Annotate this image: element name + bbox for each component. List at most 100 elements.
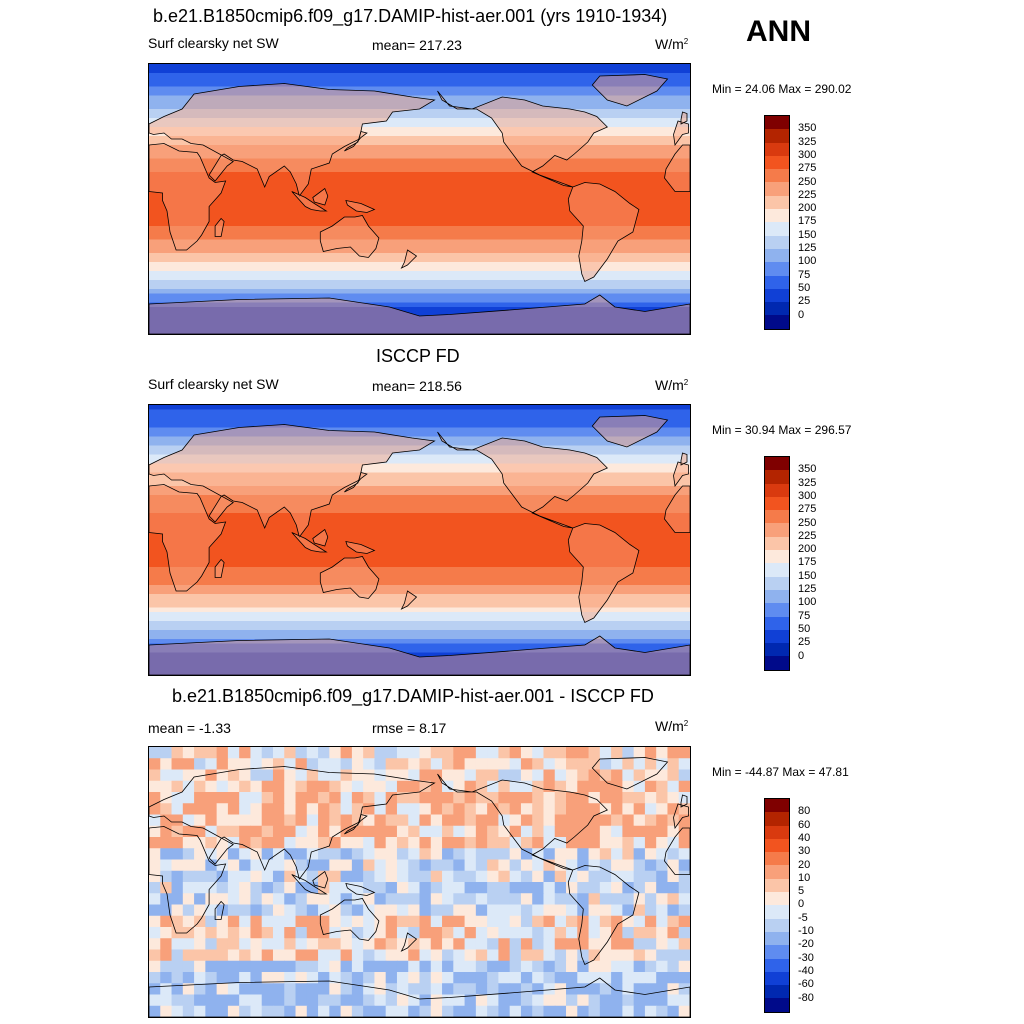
diff-cell (272, 893, 285, 906)
diff-cell (329, 983, 342, 996)
diff-cell (644, 825, 657, 838)
diff-cell (149, 994, 161, 1007)
diff-cell (656, 882, 669, 894)
diff-cell (329, 859, 342, 872)
diff-cell (408, 825, 421, 838)
diff-cell (644, 972, 657, 984)
diff-cell (250, 870, 263, 883)
diff-cell (396, 893, 409, 906)
diff-cell (622, 1005, 635, 1017)
coastline (400, 249, 418, 269)
diff-cell (250, 769, 263, 782)
diff-cell (160, 994, 173, 1007)
diff-cell (532, 915, 545, 928)
diff-cell (464, 769, 477, 782)
colorbar-swatch (765, 182, 789, 196)
diff-cell (453, 893, 466, 906)
diff-cell (543, 825, 556, 838)
colorbar-label: 25 (798, 295, 811, 308)
diff-cell (667, 949, 680, 962)
diff-cell (351, 983, 364, 996)
diff-cell (464, 904, 477, 917)
diff-cell (588, 893, 601, 906)
diff-cell (622, 938, 635, 951)
diff-cell (227, 814, 240, 827)
colorbar-swatch (765, 510, 789, 524)
diff-cell (554, 848, 567, 861)
diff-cell (475, 758, 488, 771)
diff-cell (566, 1005, 578, 1017)
diff-cell (295, 803, 308, 816)
diff-cell (408, 882, 421, 894)
colorbar-label: 5 (798, 885, 805, 898)
diff-cell (487, 983, 499, 996)
diff-cell (464, 758, 477, 771)
diff-cell (644, 882, 657, 894)
colorbar-swatch (765, 129, 789, 143)
coastline (319, 898, 380, 941)
diff-cell (599, 927, 612, 939)
diff-cell (272, 927, 285, 939)
diff-cell (374, 949, 387, 962)
zonal-band (149, 571, 690, 577)
diff-cell (656, 983, 669, 996)
diff-cell (622, 983, 635, 996)
diff-cell (633, 747, 646, 759)
panel-1-minmax: Min = 24.06 Max = 290.02 (712, 82, 852, 96)
diff-cell (520, 1005, 533, 1017)
diff-cell (408, 983, 421, 996)
diff-cell (622, 994, 635, 1007)
coastline (591, 415, 669, 448)
diff-cell (284, 904, 297, 917)
diff-cell (160, 780, 173, 793)
diff-cell (227, 870, 240, 883)
diff-cell (239, 938, 252, 951)
zonal-band (149, 284, 690, 290)
diff-cell (216, 803, 229, 816)
diff-cell (520, 837, 533, 849)
diff-cell (588, 792, 601, 804)
diff-cell (374, 927, 387, 939)
diff-cell (239, 780, 252, 793)
diff-cell (419, 994, 432, 1007)
diff-cell (487, 972, 499, 984)
diff-cell (599, 780, 612, 793)
diff-cell (396, 837, 409, 849)
zonal-band (149, 589, 690, 595)
diff-cell (487, 859, 499, 872)
diff-cell (194, 927, 206, 939)
diff-cell (306, 837, 319, 849)
colorbar-label: -30 (798, 951, 814, 964)
diff-cell (475, 859, 488, 872)
diff-cell (160, 1005, 173, 1017)
colorbar-label: -80 (798, 991, 814, 1004)
diff-cell (194, 837, 206, 849)
diff-cell (656, 848, 669, 861)
diff-cell (475, 803, 488, 816)
diff-cell (227, 803, 240, 816)
diff-cell (216, 780, 229, 793)
diff-cell (408, 938, 421, 951)
diff-cell (599, 814, 612, 827)
diff-cell (408, 1005, 421, 1017)
diff-cell (306, 870, 319, 883)
diff-cell (678, 780, 690, 793)
diff-cell (396, 960, 409, 973)
diff-cell (464, 983, 477, 996)
diff-cell (543, 949, 556, 962)
diff-cell (250, 837, 263, 849)
diff-cell (566, 758, 578, 771)
diff-cell (532, 792, 545, 804)
diff-cell (577, 758, 590, 771)
colorbar-label: 325 (798, 476, 817, 489)
diff-cell (532, 972, 545, 984)
diff-cell (566, 825, 578, 838)
diff-cell (171, 814, 184, 827)
diff-cell (194, 1005, 206, 1017)
diff-cell (171, 915, 184, 928)
diff-cell (295, 949, 308, 962)
diff-cell (205, 780, 218, 793)
diff-cell (611, 927, 623, 939)
diff-cell (306, 1005, 319, 1017)
colorbar-swatch (765, 892, 789, 906)
